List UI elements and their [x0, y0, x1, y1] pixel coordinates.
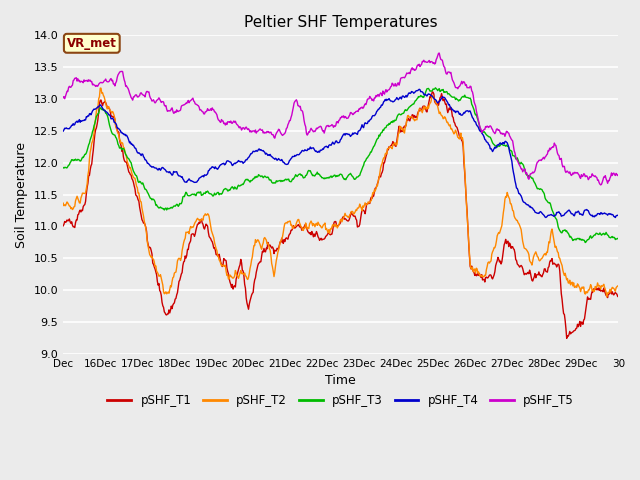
pSHF_T1 — [60, 223, 67, 228]
pSHF_T5 — [614, 171, 622, 177]
X-axis label: Time: Time — [325, 374, 356, 387]
pSHF_T2 — [60, 200, 67, 206]
Line: pSHF_T2: pSHF_T2 — [63, 88, 618, 297]
pSHF_T4 — [69, 121, 77, 127]
pSHF_T2 — [603, 294, 611, 300]
pSHF_T5 — [408, 65, 416, 71]
pSHF_T3 — [212, 192, 220, 197]
Y-axis label: Soil Temperature: Soil Temperature — [15, 142, 28, 248]
Line: pSHF_T1: pSHF_T1 — [63, 92, 618, 338]
pSHF_T3 — [614, 235, 622, 241]
pSHF_T4 — [614, 212, 622, 217]
pSHF_T4 — [127, 139, 134, 145]
pSHF_T4 — [426, 92, 433, 97]
pSHF_T3 — [127, 159, 134, 165]
pSHF_T2 — [97, 85, 104, 91]
pSHF_T2 — [69, 206, 77, 212]
pSHF_T1 — [183, 252, 191, 258]
pSHF_T3 — [408, 102, 416, 108]
pSHF_T2 — [409, 116, 417, 121]
pSHF_T3 — [69, 158, 77, 164]
pSHF_T5 — [424, 59, 432, 64]
pSHF_T4 — [212, 165, 220, 171]
Line: pSHF_T4: pSHF_T4 — [63, 89, 618, 217]
Line: pSHF_T3: pSHF_T3 — [63, 88, 618, 242]
pSHF_T5 — [60, 95, 67, 101]
pSHF_T3 — [431, 85, 439, 91]
pSHF_T1 — [69, 224, 77, 229]
pSHF_T2 — [184, 229, 191, 235]
pSHF_T5 — [212, 110, 220, 116]
pSHF_T1 — [212, 252, 220, 257]
pSHF_T4 — [408, 89, 416, 95]
pSHF_T4 — [611, 215, 619, 220]
pSHF_T5 — [435, 50, 443, 56]
Text: VR_met: VR_met — [67, 37, 116, 50]
Line: pSHF_T5: pSHF_T5 — [63, 53, 618, 185]
pSHF_T5 — [183, 101, 191, 107]
pSHF_T4 — [60, 128, 67, 134]
pSHF_T2 — [614, 283, 622, 288]
pSHF_T3 — [581, 240, 589, 245]
pSHF_T1 — [424, 102, 432, 108]
pSHF_T5 — [597, 182, 605, 188]
pSHF_T1 — [428, 89, 436, 95]
pSHF_T4 — [183, 180, 191, 185]
pSHF_T1 — [563, 336, 570, 341]
pSHF_T3 — [60, 165, 67, 170]
pSHF_T1 — [614, 294, 622, 300]
pSHF_T3 — [424, 85, 432, 91]
pSHF_T1 — [408, 112, 416, 118]
pSHF_T4 — [415, 86, 423, 92]
pSHF_T2 — [426, 102, 433, 108]
pSHF_T1 — [127, 172, 134, 178]
pSHF_T5 — [127, 92, 134, 98]
Legend: pSHF_T1, pSHF_T2, pSHF_T3, pSHF_T4, pSHF_T5: pSHF_T1, pSHF_T2, pSHF_T3, pSHF_T4, pSHF… — [103, 389, 579, 411]
pSHF_T3 — [183, 190, 191, 196]
pSHF_T2 — [127, 168, 135, 173]
pSHF_T2 — [213, 248, 221, 253]
Title: Peltier SHF Temperatures: Peltier SHF Temperatures — [244, 15, 438, 30]
pSHF_T5 — [69, 78, 77, 84]
